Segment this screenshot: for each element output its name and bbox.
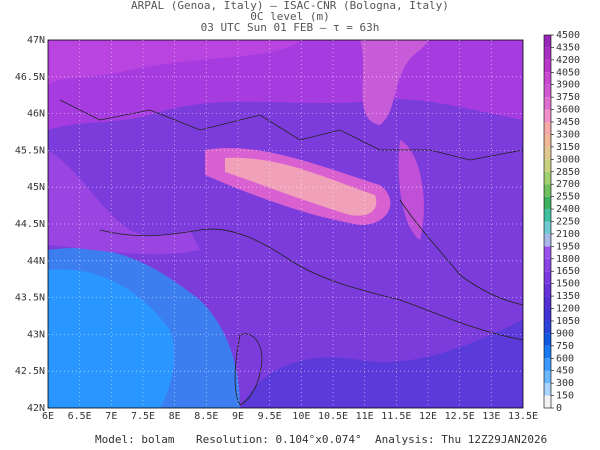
colorbar-label: 600 (556, 353, 574, 364)
colorbar-label: 4200 (556, 55, 580, 66)
lon-label: 7.5E (131, 411, 155, 422)
colorbar-label: 3300 (556, 129, 580, 140)
lon-label: 10.5E (318, 411, 348, 422)
colorbar-swatch (544, 159, 551, 172)
lon-label: 9E (232, 411, 244, 422)
colorbar-swatch (544, 209, 551, 222)
lon-label: 6E (42, 411, 54, 422)
colorbar-label: 4050 (556, 67, 580, 78)
colorbar-label: 4500 (556, 30, 580, 41)
colorbar-label: 1350 (556, 291, 580, 302)
colorbar-label: 2850 (556, 167, 580, 178)
colorbar-label: 1050 (556, 316, 580, 327)
lat-label: 43.5N (15, 293, 45, 304)
colorbar-swatch (544, 84, 551, 98)
colorbar-swatch (544, 122, 551, 135)
header-line: 0C level (m) (250, 10, 329, 23)
footer-model: Model: bolam (95, 433, 175, 446)
lat-label: 43N (27, 329, 45, 340)
colorbar-label: 3150 (556, 142, 580, 153)
colorbar-swatch (544, 283, 551, 297)
lat-label: 42N (27, 403, 45, 414)
lon-label: 11.5E (381, 411, 411, 422)
colorbar-swatch (544, 233, 551, 247)
header-line: ARPAL (Genoa, Italy) – ISAC-CNR (Bologna… (131, 0, 449, 12)
colorbar-swatch (544, 370, 551, 384)
colorbar-swatch (544, 97, 551, 110)
colorbar-label: 750 (556, 341, 574, 352)
lon-label: 8E (169, 411, 181, 422)
colorbar-label: 1200 (556, 304, 580, 315)
colorbar-label: 1950 (556, 241, 580, 252)
lon-label: 12.5E (445, 411, 475, 422)
colorbar-swatch (544, 333, 551, 346)
field (48, 40, 523, 408)
lat-label: 47N (27, 35, 45, 46)
colorbar-swatch (544, 246, 551, 259)
colorbar-label: 2700 (556, 179, 580, 190)
lon-label: 6.5E (68, 411, 92, 422)
colorbar-label: 900 (556, 328, 574, 339)
colorbar-label: 2550 (556, 192, 580, 203)
colorbar-swatch (544, 134, 551, 147)
footer-analysis: Analysis: Thu 12Z29JAN2026 (375, 433, 547, 446)
lat-label: 46.5N (15, 72, 45, 83)
colorbar-label: 3600 (556, 105, 580, 116)
colorbar-swatch (544, 383, 551, 396)
colorbar-swatch (544, 271, 551, 284)
lon-label: 12E (419, 411, 437, 422)
colorbar-swatch (544, 345, 551, 359)
lon-label: 11E (356, 411, 374, 422)
colorbar-label: 150 (556, 391, 574, 402)
lon-label: 13E (482, 411, 500, 422)
colorbar-label: 450 (556, 366, 574, 377)
colorbar-swatch (544, 146, 551, 160)
colorbar-label: 3450 (556, 117, 580, 128)
lat-label: 45N (27, 182, 45, 193)
colorbar-swatch (544, 109, 551, 123)
lon-label: 13.5E (508, 411, 538, 422)
colorbar-label: 300 (556, 378, 574, 389)
colorbar-label: 0 (556, 403, 562, 414)
colorbar-label: 2100 (556, 229, 580, 240)
colorbar-label: 3000 (556, 154, 580, 165)
colorbar-swatch (544, 59, 551, 73)
colorbar-swatch (544, 296, 551, 309)
colorbar-swatch (544, 72, 551, 85)
footer-resolution: Resolution: 0.104°x0.074° (196, 433, 362, 446)
colorbar-label: 3900 (556, 80, 580, 91)
colorbar-swatch (544, 308, 551, 321)
colorbar-swatch (544, 358, 551, 371)
lat-label: 42.5N (15, 366, 45, 377)
colorbar-swatch (544, 320, 551, 334)
lat-label: 45.5N (15, 145, 45, 156)
colorbar-label: 2250 (556, 217, 580, 228)
colorbar-swatch (544, 196, 551, 210)
colorbar-swatch (544, 184, 551, 197)
colorbar-swatch (544, 395, 551, 408)
colorbar-swatch (544, 221, 551, 234)
colorbar-swatch (544, 258, 551, 272)
lat-label: 44N (27, 256, 45, 267)
header-line: 03 UTC Sun 01 FEB – τ = 63h (201, 21, 380, 34)
lon-label: 8.5E (194, 411, 218, 422)
colorbar-label: 4350 (556, 42, 580, 53)
lat-label: 46N (27, 109, 45, 120)
lon-label: 9.5E (258, 411, 282, 422)
lon-label: 7E (105, 411, 117, 422)
lat-label: 44.5N (15, 219, 45, 230)
colorbar-label: 1800 (556, 254, 580, 265)
lon-label: 10E (292, 411, 310, 422)
colorbar-label: 1500 (556, 279, 580, 290)
colorbar-label: 2400 (556, 204, 580, 215)
colorbar-label: 1650 (556, 266, 580, 277)
colorbar-swatch (544, 171, 551, 185)
colorbar-label: 3750 (556, 92, 580, 103)
colorbar-swatch (544, 47, 551, 60)
colorbar-swatch (544, 35, 551, 48)
